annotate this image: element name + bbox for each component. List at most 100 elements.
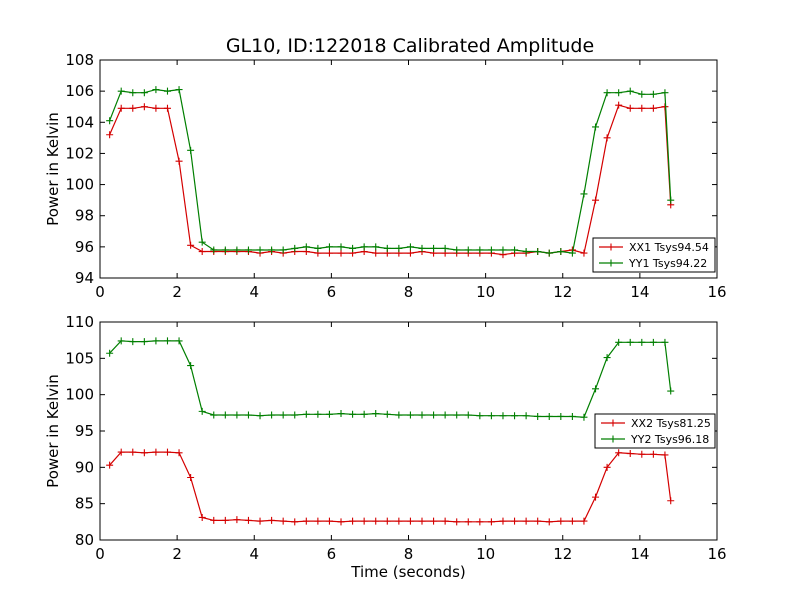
series-1-point [406,249,414,257]
series-1-point [649,450,657,458]
series-2-group [106,337,675,421]
series-2-point [360,410,368,418]
series-2-point [568,249,576,257]
series-2-point [626,87,634,95]
series-2-point [291,244,299,252]
series-2-point [244,246,252,254]
series-1-point [511,517,519,525]
y-tick-label: 80 [75,531,94,549]
x-tick-label: 12 [553,545,572,563]
series-2-point [545,412,553,420]
series-2-point [511,412,519,420]
series-1-point [106,131,114,139]
series-2-point [580,190,588,198]
series-2-point [383,410,391,418]
series-2-point [233,411,241,419]
series-1-point [187,241,195,249]
series-2-point [667,196,675,204]
series-2-point [244,411,252,419]
x-tick-label: 14 [630,283,649,301]
x-tick-label: 0 [95,283,105,301]
series-1-point [545,518,553,526]
series-1-point [522,517,530,525]
series-2-point [441,244,449,252]
series-2-point [256,412,264,420]
series-2-point [221,246,229,254]
chart-title: GL10, ID:122018 Calibrated Amplitude [226,35,594,57]
series-2-point [163,87,171,95]
series-2-point [476,246,484,254]
series-1-point [210,516,218,524]
series-2-point [152,86,160,94]
series-1-point [464,518,472,526]
series-1-point [117,104,125,112]
series-1-point [325,249,333,257]
series-1-point [337,249,345,257]
series-2-point [383,244,391,252]
series-2-point [522,412,530,420]
series-1-point [302,517,310,525]
series-2-line [109,88,672,254]
legend: XX1 Tsys94.54 YY1 Tsys94.22 [592,237,716,273]
series-2-point [210,411,218,419]
y-tick-label: 104 [65,113,94,131]
series-1-point [476,518,484,526]
series-1-point [430,517,438,525]
series-1-point [256,517,264,525]
series-1-point [626,450,634,458]
series-2-point [152,337,160,345]
series-2-point [210,246,218,254]
bottom-subplot: 0 2 4 6 8 10 12 14 16 80 85 90 95 100 105 110 Power in K… [44,313,727,581]
series-2-point [279,411,287,419]
series-1-point [395,517,403,525]
series-1-group [106,448,675,526]
series-2-point [638,338,646,346]
series-2-point [568,412,576,420]
series-1-point [152,448,160,456]
series-1-point [349,517,357,525]
series-1-point [441,517,449,525]
y-tick-label: 95 [75,422,94,440]
series-1-point [649,104,657,112]
series-1-point [244,516,252,524]
series-2-point [418,411,426,419]
series-2-point [325,243,333,251]
series-1-point [499,517,507,525]
series-2-point [406,411,414,419]
series-2-point [430,411,438,419]
series-2-point [291,411,299,419]
series-2-point [487,412,495,420]
series-2-point [314,244,322,252]
y-tick-label: 98 [75,207,94,225]
x-tick-label: 4 [249,283,259,301]
x-axis-label: Time (seconds) [350,563,466,581]
series-2-point [325,410,333,418]
series-2-point [360,243,368,251]
series-2-point [337,410,345,418]
series-1-point [615,449,623,457]
x-tick-label: 4 [249,545,259,563]
legend-box [594,413,716,449]
legend-label: XX2 Tsys81.25 [631,417,711,430]
x-tick-label: 10 [476,545,495,563]
series-1-point [106,461,114,469]
series-2-point [557,248,565,256]
y-axis-label: Power in Kelvin [44,112,62,226]
series-2-point [418,244,426,252]
series-2-point [106,349,114,357]
x-tick-label: 6 [327,283,337,301]
series-2-point [580,413,588,421]
y-axis-label: Power in Kelvin [44,374,62,488]
x-tick-label: 14 [630,545,649,563]
series-2-point [649,338,657,346]
series-1-point [163,448,171,456]
series-2-point [198,238,206,246]
series-2-point [106,117,114,125]
series-2-point [499,412,507,420]
y-tick-label: 85 [75,495,94,513]
series-1-point [175,449,183,457]
y-tick-label: 108 [65,51,94,69]
series-1-point [360,517,368,525]
x-tick-label: 16 [707,545,726,563]
